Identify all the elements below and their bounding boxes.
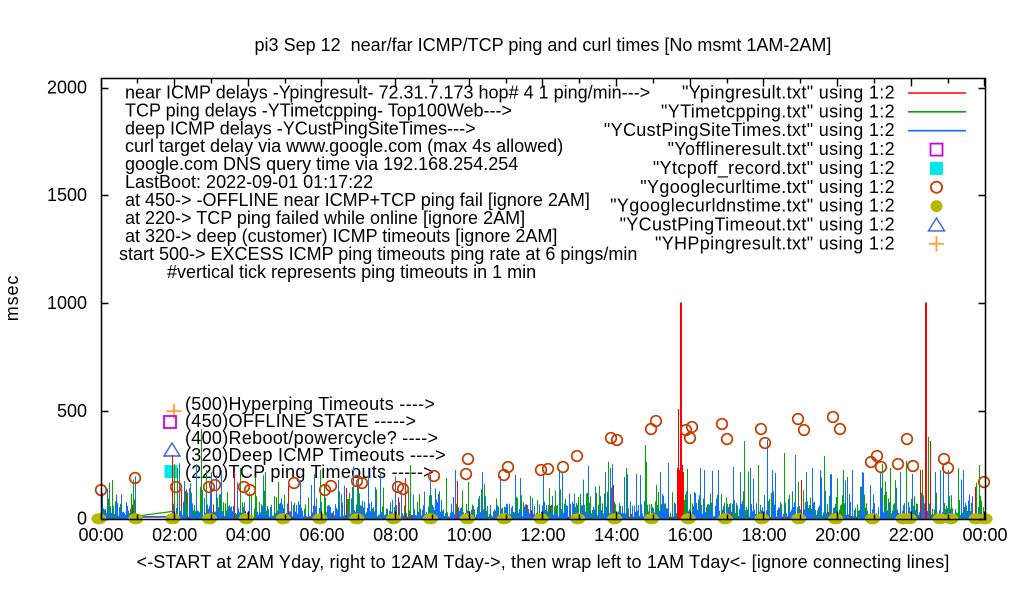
svg-text:<-START at 2AM Yday, right to: <-START at 2AM Yday, right to 12AM Tday-… [136,552,949,572]
svg-text:1500: 1500 [47,185,87,205]
svg-text:"Ypingresult.txt" using 1:2: "Ypingresult.txt" using 1:2 [682,83,895,103]
svg-text:at 320-> deep (customer) ICMP: at 320-> deep (customer) ICMP timeouts [… [125,226,557,246]
svg-text:deep ICMP delays -YCustPingSit: deep ICMP delays -YCustPingSiteTimes---> [125,118,476,138]
svg-text:at 450-> -OFFLINE near ICMP+TC: at 450-> -OFFLINE near ICMP+TCP ping fai… [125,190,590,210]
svg-text:"YCustPingSiteTimes.txt" using: "YCustPingSiteTimes.txt" using 1:2 [604,120,895,140]
svg-text:(500)Hyperping Timeouts ---->: (500)Hyperping Timeouts ----> [185,394,435,414]
svg-text:"Ytcpoff_record.txt" using 1:2: "Ytcpoff_record.txt" using 1:2 [653,158,895,179]
svg-text:(450)OFFLINE STATE ----->: (450)OFFLINE STATE -----> [185,411,416,431]
svg-text:(400)Reboot/powercycle? ---->: (400)Reboot/powercycle? ----> [185,428,438,448]
svg-text:08:00: 08:00 [373,525,418,545]
svg-text:0: 0 [77,509,87,529]
svg-text:14:00: 14:00 [594,525,639,545]
svg-text:#vertical tick represents ping: #vertical tick represents ping timeouts … [167,262,536,282]
svg-text:00:00: 00:00 [78,525,123,545]
svg-text:"YTimetcpping.txt" using 1:2: "YTimetcpping.txt" using 1:2 [661,101,895,121]
svg-text:pi3 Sep 12 near/far ICMP/TCP: pi3 Sep 12 near/far ICMP/TCP ping and cu… [255,35,832,55]
svg-text:06:00: 06:00 [299,525,344,545]
svg-text:500: 500 [57,401,87,421]
svg-text:"YCustPingTimeout.txt" using 1: "YCustPingTimeout.txt" using 1:2 [620,215,895,235]
svg-text:1000: 1000 [47,293,87,313]
svg-text:10:00: 10:00 [447,525,492,545]
svg-text:LastBoot: 2022-09-01 01:17:22: LastBoot: 2022-09-01 01:17:22 [125,172,373,192]
svg-text:msec: msec [2,275,22,322]
svg-text:"YHPpingresult.txt" using 1:2: "YHPpingresult.txt" using 1:2 [655,233,895,253]
svg-text:"Ygooglecurldnstime.txt" using: "Ygooglecurldnstime.txt" using 1:2 [610,196,895,216]
svg-text:(320)Deep ICMP Timeouts ---->: (320)Deep ICMP Timeouts ----> [185,445,446,465]
svg-text:20:00: 20:00 [815,525,860,545]
svg-text:curl target delay via www.goog: curl target delay via www.google.com (ma… [125,136,563,156]
svg-text:22:00: 22:00 [889,525,934,545]
svg-text:04:00: 04:00 [226,525,271,545]
svg-text:(220)TCP ping Timeouts ----->: (220)TCP ping Timeouts -----> [185,462,434,482]
svg-text:18:00: 18:00 [741,525,786,545]
svg-text:16:00: 16:00 [668,525,713,545]
svg-text:12:00: 12:00 [520,525,565,545]
svg-text:near ICMP delays -Ypingresult-: near ICMP delays -Ypingresult- 72.31.7.1… [125,82,650,102]
svg-text:"Yofflineresult.txt" using 1:2: "Yofflineresult.txt" using 1:2 [668,139,895,159]
svg-text:02:00: 02:00 [152,525,197,545]
svg-text:"Ygooglecurltime.txt" using 1:: "Ygooglecurltime.txt" using 1:2 [640,177,895,197]
svg-text:00:00: 00:00 [962,525,1007,545]
svg-text:2000: 2000 [47,78,87,98]
svg-text:start 500-> EXCESS ICMP ping t: start 500-> EXCESS ICMP ping timeouts pi… [119,244,637,264]
svg-text:google.com DNS query time via: google.com DNS query time via 192.168.25… [125,154,518,174]
svg-text:at 220-> TCP ping failed while: at 220-> TCP ping failed while online [i… [125,208,525,228]
svg-text:TCP ping delays -YTimetcpping-: TCP ping delays -YTimetcpping- Top100Web… [125,100,512,120]
